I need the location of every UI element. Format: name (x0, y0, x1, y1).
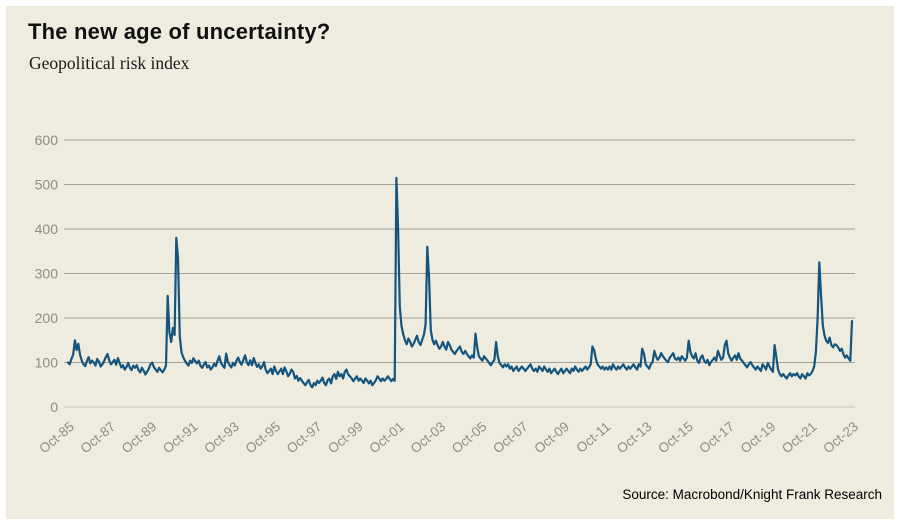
svg-text:100: 100 (35, 355, 59, 371)
svg-text:Oct-17: Oct-17 (696, 419, 737, 457)
x-axis-labels: Oct-85 Oct-87 Oct-89 Oct-91 Oct-93 Oct-95 Oct-… (36, 419, 861, 457)
svg-text:Oct-87: Oct-87 (78, 419, 119, 457)
svg-text:0: 0 (50, 399, 58, 415)
y-gridlines (64, 139, 855, 408)
svg-text:Oct-19: Oct-19 (738, 419, 779, 457)
svg-text:Oct-01: Oct-01 (366, 419, 407, 457)
svg-text:Oct-89: Oct-89 (119, 419, 160, 457)
y-axis-labels: 0 100 200 300 400 500 600 (35, 132, 59, 415)
risk-index-line-series (66, 176, 854, 389)
svg-text:Oct-03: Oct-03 (408, 419, 449, 457)
svg-text:Oct-93: Oct-93 (201, 419, 242, 457)
page-title: The new age of uncertainty? (28, 19, 331, 44)
svg-text:Oct-21: Oct-21 (779, 419, 820, 457)
svg-text:Oct-97: Oct-97 (284, 419, 325, 457)
svg-text:Oct-13: Oct-13 (614, 419, 655, 457)
svg-text:Oct-05: Oct-05 (449, 419, 490, 457)
svg-text:Oct-15: Oct-15 (655, 419, 696, 457)
source-attribution: Source: Macrobond/Knight Frank Research (622, 487, 882, 502)
chart-canvas: 0 100 200 300 400 500 600 Oct-85 Oct-87 Oct-89 Oct… (6, 6, 894, 519)
svg-text:Oct-11: Oct-11 (573, 419, 613, 456)
svg-text:400: 400 (35, 221, 59, 237)
svg-text:Oct-99: Oct-99 (325, 419, 366, 457)
svg-text:Oct-23: Oct-23 (820, 419, 861, 457)
svg-text:Oct-85: Oct-85 (36, 419, 77, 457)
svg-text:Oct-95: Oct-95 (243, 419, 284, 457)
chart-subtitle: Geopolitical risk index (29, 53, 190, 73)
svg-text:Oct-07: Oct-07 (490, 419, 531, 457)
svg-text:600: 600 (35, 132, 59, 148)
svg-text:300: 300 (35, 266, 59, 282)
svg-text:200: 200 (35, 310, 59, 326)
svg-text:Oct-09: Oct-09 (531, 419, 572, 457)
svg-text:500: 500 (35, 177, 59, 193)
svg-text:Oct-91: Oct-91 (160, 419, 201, 457)
